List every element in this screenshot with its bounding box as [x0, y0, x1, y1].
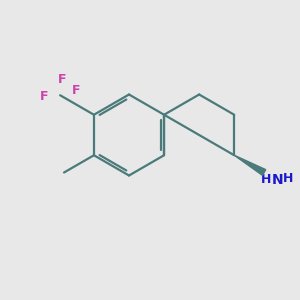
Text: N: N: [271, 173, 283, 187]
Text: H: H: [260, 173, 271, 187]
Text: H: H: [283, 172, 294, 185]
Text: F: F: [40, 90, 49, 103]
Polygon shape: [234, 155, 266, 175]
Text: F: F: [71, 84, 80, 97]
Text: F: F: [57, 73, 66, 86]
